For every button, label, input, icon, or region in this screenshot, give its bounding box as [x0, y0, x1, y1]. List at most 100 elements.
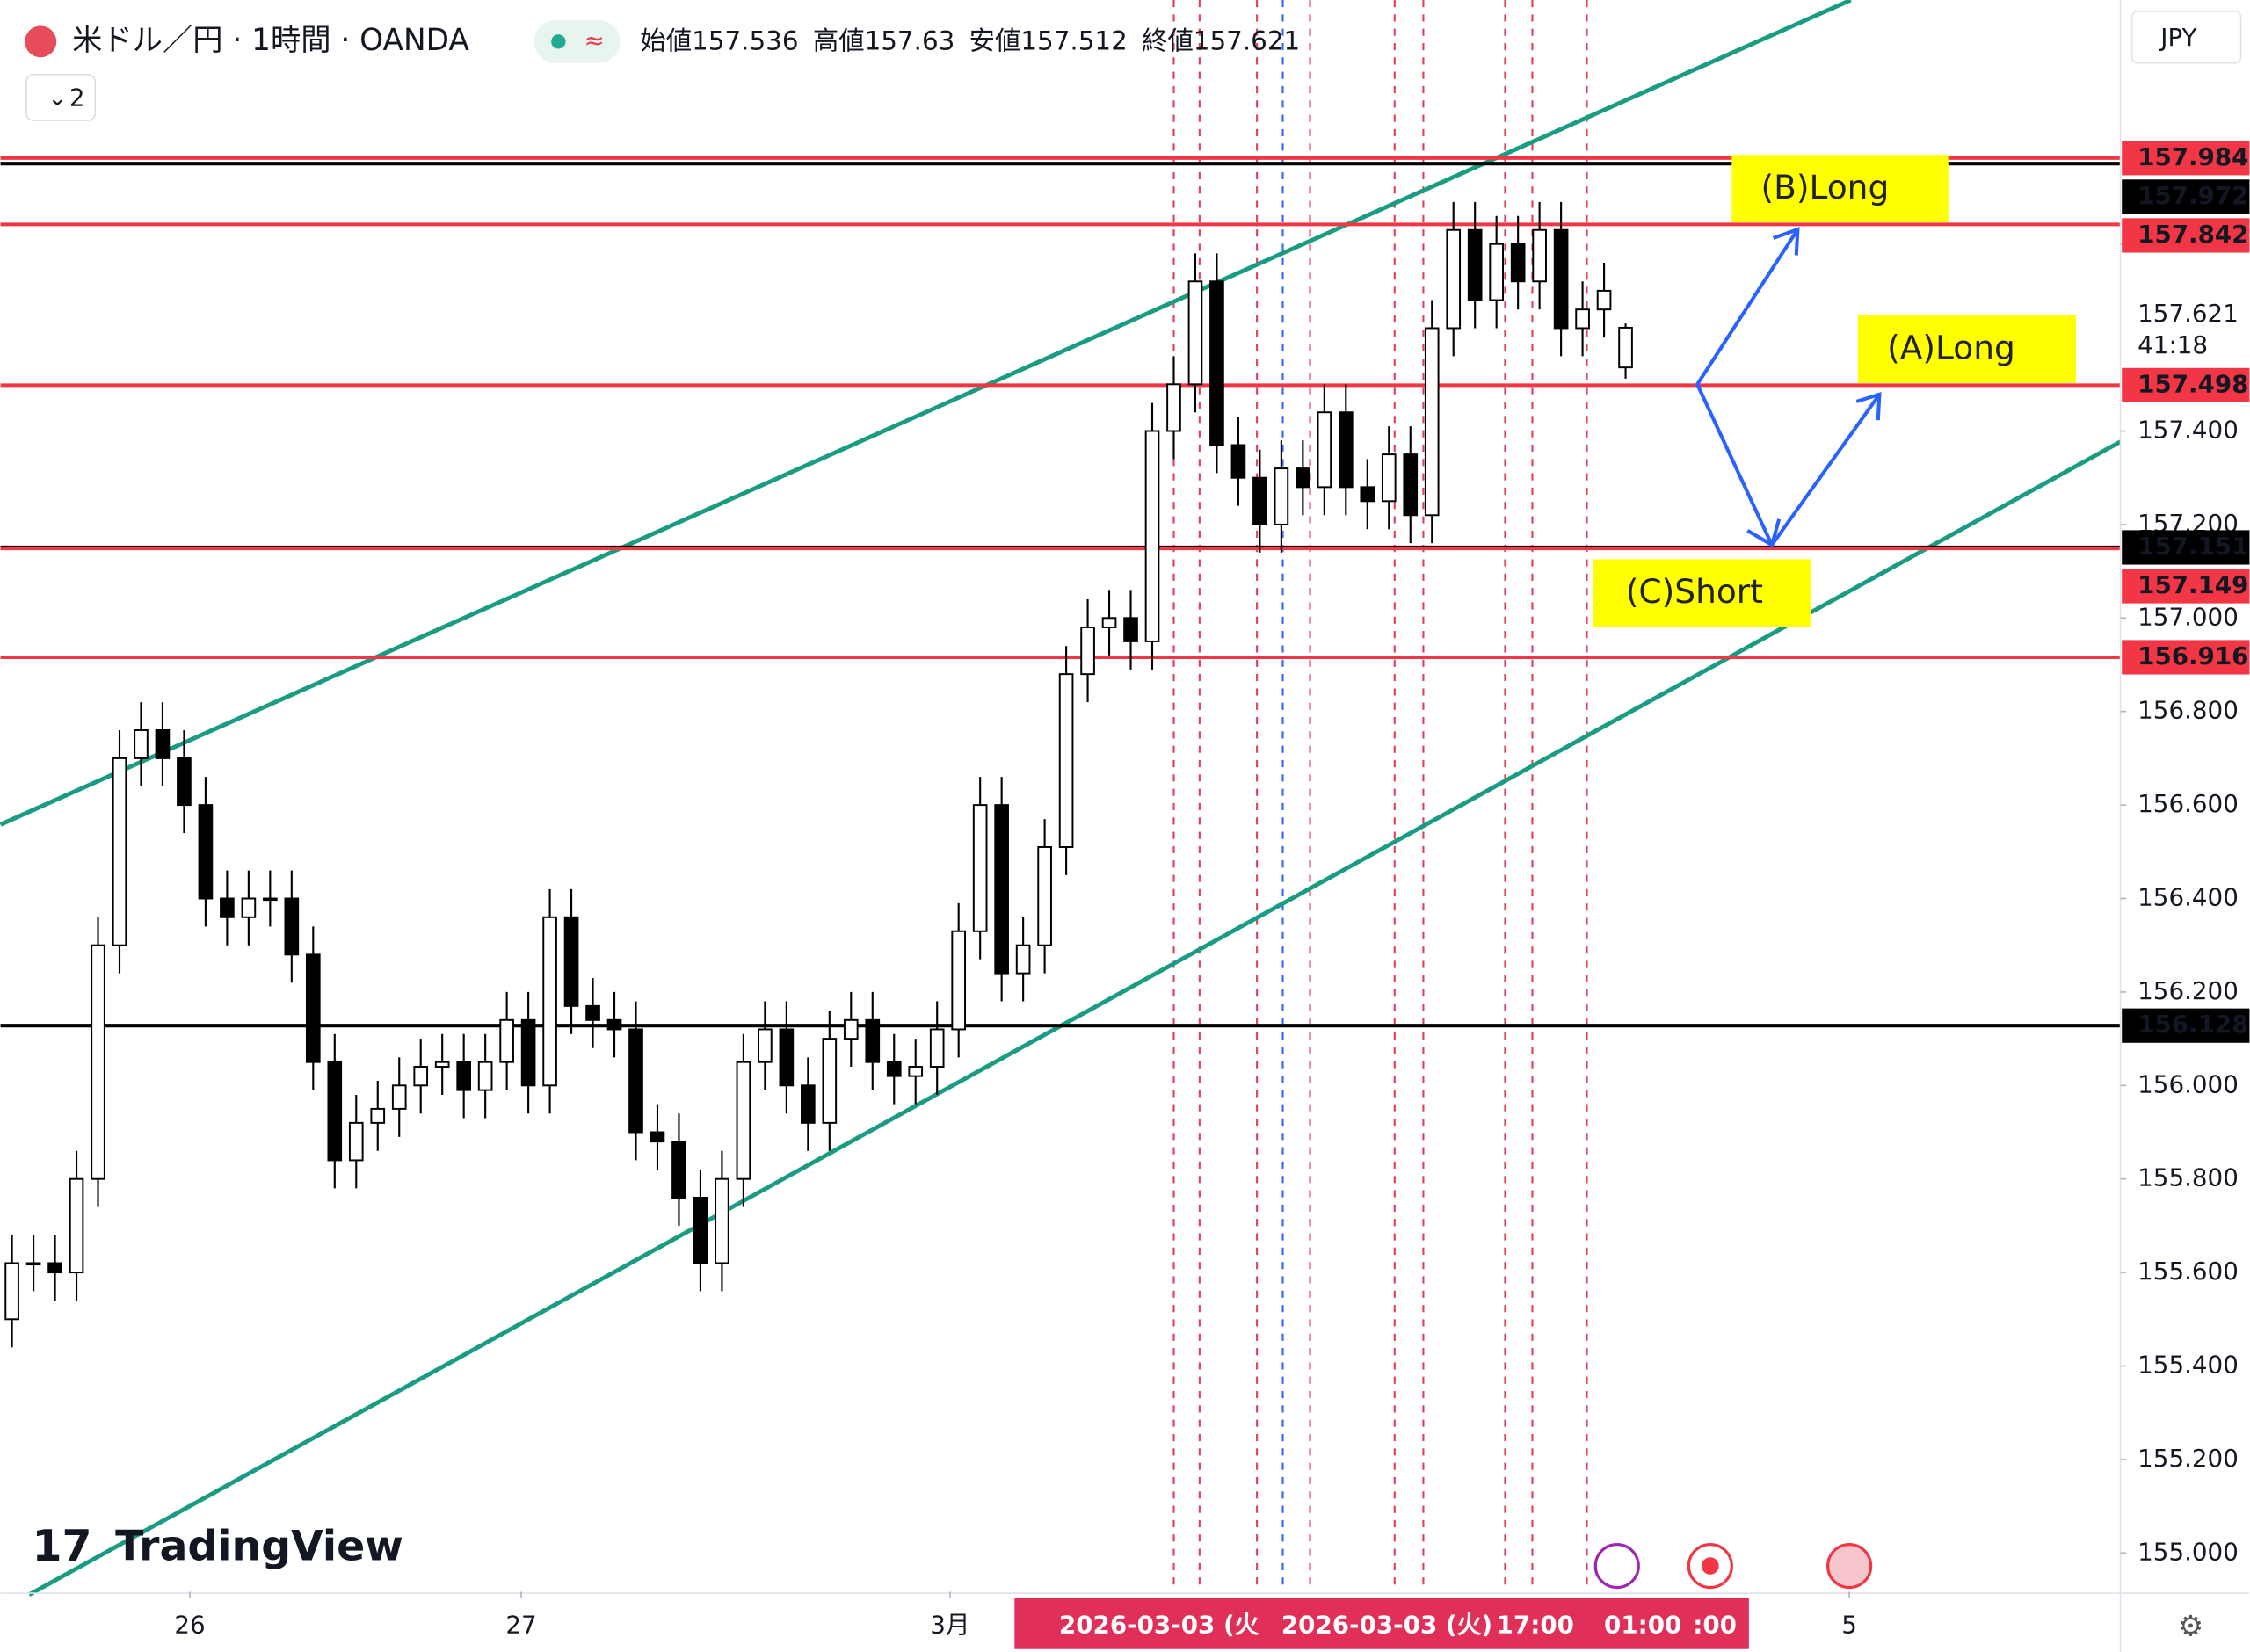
brand-logo: 17	[32, 1521, 91, 1571]
candle-body	[1058, 673, 1074, 848]
status-pill	[533, 19, 621, 63]
candle-body	[1252, 476, 1267, 525]
candle-body	[1187, 280, 1203, 386]
candle-body	[951, 930, 967, 1031]
y-tick-label: 155.800	[2138, 1163, 2239, 1192]
candle-body	[1209, 280, 1224, 446]
candle-body	[1381, 453, 1397, 503]
level-label: 157.149	[2138, 570, 2248, 599]
candle-body	[542, 916, 557, 1087]
candle-body	[1360, 486, 1375, 503]
candle-body	[1489, 243, 1504, 301]
event-icon[interactable]	[1593, 1542, 1640, 1590]
level-label-bg	[2122, 569, 2250, 604]
event-icons	[1593, 1542, 1873, 1590]
candle-body	[972, 804, 988, 932]
y-tick-label: 156.600	[2138, 789, 2239, 818]
header: 米ドル／円 · 1時間 · OANDA ≈ 始値157.536 高値157.63 安…	[25, 11, 2242, 121]
candle-body	[456, 1061, 471, 1091]
y-tick-label: 156.000	[2138, 1069, 2239, 1098]
y-tick-label: 155.400	[2138, 1351, 2239, 1380]
candle-body	[1101, 617, 1117, 628]
candle-body	[994, 804, 1009, 975]
channel-lower	[28, 439, 2122, 1597]
last-price: 157.621	[2138, 299, 2239, 328]
candle-body	[1080, 626, 1095, 676]
currency: JPY	[2159, 23, 2196, 52]
candle-body	[499, 1018, 514, 1063]
candle-body	[908, 1066, 924, 1077]
level-labels: 157.984 157.972 157.842 157.498 157.151 157.1…	[2122, 141, 2250, 1043]
indicator-count: 2	[69, 83, 85, 112]
currency-button[interactable]	[2130, 11, 2242, 64]
level-label: 157.984	[2138, 142, 2248, 171]
x-tick-label: 5	[1841, 1611, 1857, 1640]
annotation: (B)Long	[1760, 168, 1889, 206]
plot-area	[0, 0, 2122, 1597]
candle-body	[822, 1038, 838, 1124]
time-label: 01:00	[1604, 1611, 1681, 1640]
candle-body	[1015, 944, 1031, 975]
price-axis: 155.000 155.200 155.400 155.600 155.800 156.0…	[2120, 228, 2239, 1566]
event-icon[interactable]	[1826, 1542, 1873, 1590]
y-tick-label: 156.200	[2138, 976, 2239, 1005]
candle-body	[1144, 430, 1160, 642]
candle-body	[563, 916, 579, 1007]
candle-body	[91, 944, 105, 1180]
level-label-bg	[2122, 367, 2250, 402]
level-label-bg	[2122, 179, 2250, 214]
candle-body	[1510, 243, 1526, 283]
candle-body	[370, 1107, 386, 1124]
candle-body	[391, 1084, 407, 1110]
candle-body	[47, 1262, 62, 1274]
candle-body	[650, 1131, 665, 1143]
candle-body	[220, 897, 235, 918]
arrow-head	[1855, 391, 1882, 421]
annotation-box	[1857, 315, 2076, 383]
level-label: 157.151	[2138, 532, 2248, 561]
x-tick-label: 27	[505, 1611, 536, 1640]
candle-body	[1532, 228, 1547, 283]
ohlc-label: 終値	[1142, 25, 1194, 55]
y-tick-label: 155.600	[2138, 1257, 2239, 1286]
candle-body	[1553, 228, 1569, 330]
time-label: 17:00	[1497, 1611, 1574, 1640]
settings-icon[interactable]: ⚙	[2178, 1609, 2203, 1642]
level-label: 157.972	[2138, 181, 2248, 210]
candle-body	[477, 1061, 493, 1091]
candle-body	[585, 1004, 600, 1021]
candle-body	[155, 729, 171, 759]
candle-body	[327, 1061, 343, 1162]
candle-body	[1166, 383, 1181, 432]
arrow-head	[1746, 518, 1782, 548]
annotation: (C)Short	[1626, 572, 1763, 611]
candle-body	[1123, 617, 1138, 642]
symbol-icon	[25, 25, 57, 58]
indicator-chevron: ⌄	[47, 85, 67, 112]
candle-body	[671, 1141, 686, 1199]
candle-body	[886, 1061, 902, 1077]
ohlc-value: 157.512	[1020, 25, 1127, 55]
candle-body	[1037, 846, 1052, 946]
candle-body	[628, 1028, 643, 1134]
candle-body	[434, 1061, 450, 1069]
indicator-toggle[interactable]	[25, 74, 97, 121]
level-label: 157.842	[2138, 220, 2248, 249]
candle-body	[348, 1121, 364, 1162]
candle-body	[263, 897, 278, 902]
ohlc-value: 157.63	[865, 25, 955, 55]
x-tick-label: 3月	[930, 1611, 969, 1640]
candle-body	[929, 1028, 945, 1069]
level-label-bg	[2122, 141, 2250, 176]
candle-body	[4, 1262, 19, 1321]
y-tick-label: 156.400	[2138, 883, 2239, 912]
candle-body	[284, 897, 300, 956]
arrow-head	[1772, 227, 1800, 256]
time-label: 2026-03-03 (火)	[1281, 1611, 1492, 1640]
candle-body	[413, 1066, 429, 1087]
candle-body	[69, 1177, 84, 1274]
scenario-arrows	[1695, 227, 1882, 549]
annotation-box	[1731, 155, 1949, 222]
candle-body	[1317, 411, 1332, 489]
